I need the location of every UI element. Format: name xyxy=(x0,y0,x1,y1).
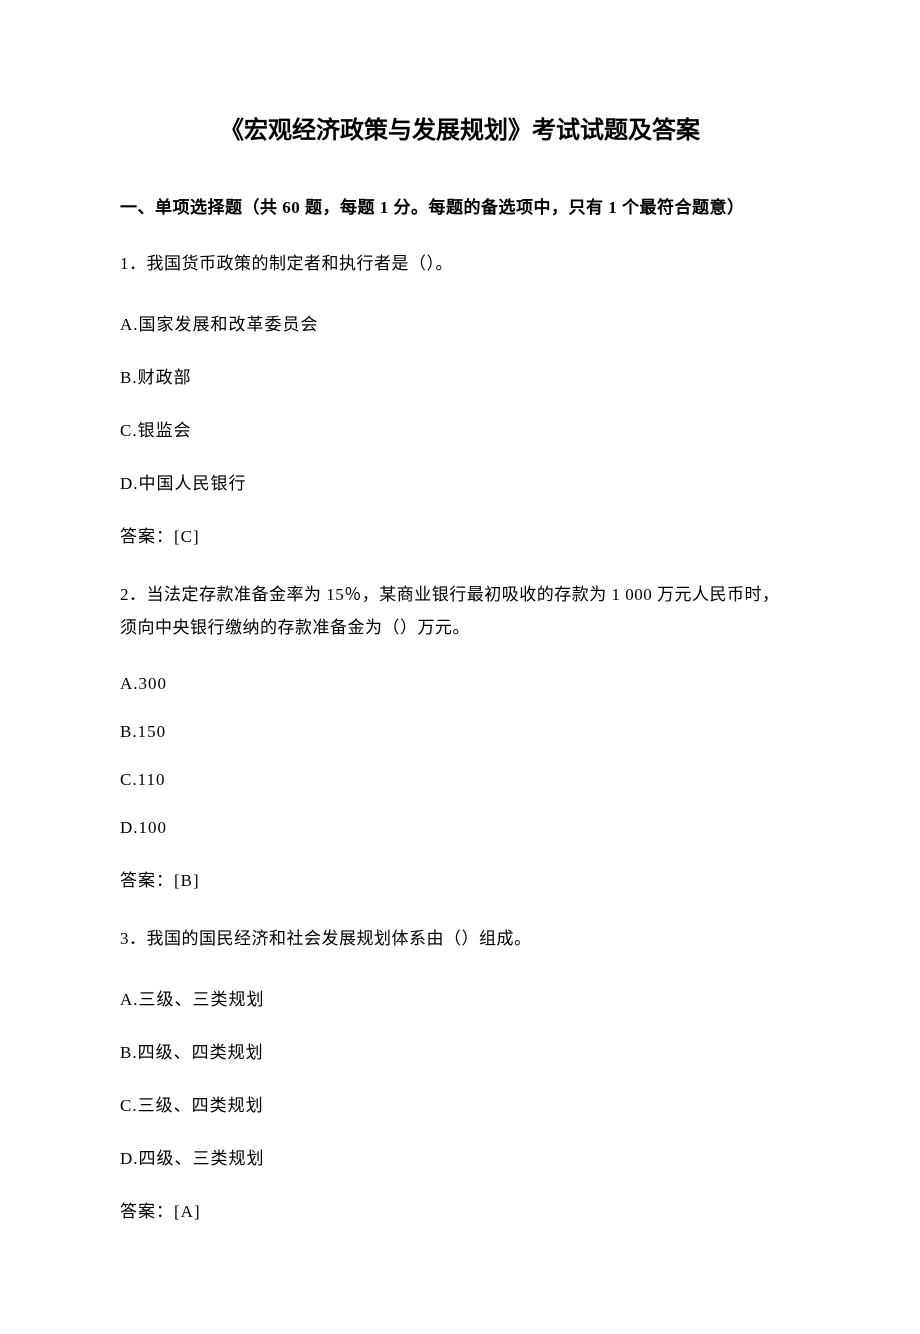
section-heading: 一、单项选择题（共 60 题，每题 1 分。每题的备选项中，只有 1 个最符合题… xyxy=(120,193,800,218)
option-d: D.中国人民银行 xyxy=(120,469,800,494)
question-text: 1．我国货币政策的制定者和执行者是（）。 xyxy=(120,248,800,280)
answer-text: 答案：[A] xyxy=(120,1197,800,1222)
option-c: C.三级、四类规划 xyxy=(120,1091,800,1116)
answer-text: 答案：[C] xyxy=(120,522,800,547)
option-c: C.110 xyxy=(120,770,800,790)
question-text: 2．当法定存款准备金率为 15％，某商业银行最初吸收的存款为 1 000 万元人… xyxy=(120,579,800,644)
option-a: A.国家发展和改革委员会 xyxy=(120,310,800,335)
option-d: D.四级、三类规划 xyxy=(120,1144,800,1169)
option-c: C.银监会 xyxy=(120,416,800,441)
option-b: B.150 xyxy=(120,722,800,742)
option-a: A.三级、三类规划 xyxy=(120,985,800,1010)
option-b: B.财政部 xyxy=(120,363,800,388)
question-text: 3．我国的国民经济和社会发展规划体系由（）组成。 xyxy=(120,923,800,955)
answer-text: 答案：[B] xyxy=(120,866,800,891)
option-a: A.300 xyxy=(120,674,800,694)
option-b: B.四级、四类规划 xyxy=(120,1038,800,1063)
option-d: D.100 xyxy=(120,818,800,838)
document-title: 《宏观经济政策与发展规划》考试试题及答案 xyxy=(120,110,800,145)
